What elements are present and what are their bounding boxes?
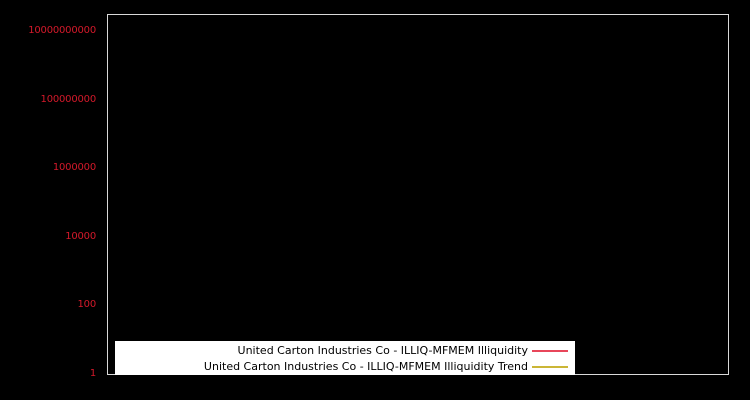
y-axis-tick-label: 1 xyxy=(89,368,96,379)
legend-item-illiquidity: United Carton Industries Co - ILLIQ-MFME… xyxy=(116,342,576,359)
chart-legend: United Carton Industries Co - ILLIQ-MFME… xyxy=(115,341,575,375)
legend-label-illiquidity-trend: United Carton Industries Co - ILLIQ-MFME… xyxy=(203,360,528,373)
y-axis-tick-label: 100 xyxy=(77,299,97,311)
legend-label-illiquidity: United Carton Industries Co - ILLIQ-MFME… xyxy=(237,344,528,357)
legend-item-illiquidity-trend: United Carton Industries Co - ILLIQ-MFME… xyxy=(116,358,576,375)
y-axis-tick-label: 1000000 xyxy=(52,162,96,174)
y-axis-tick-label: 100000000 xyxy=(40,93,97,105)
legend-swatch-illiquidity xyxy=(532,349,568,352)
y-axis-tick-label: 10000 xyxy=(65,230,96,242)
plot-area-frame xyxy=(107,14,729,375)
legend-swatch-illiquidity-trend xyxy=(532,365,568,368)
y-axis-tick-label: 10000000000 xyxy=(28,25,96,37)
